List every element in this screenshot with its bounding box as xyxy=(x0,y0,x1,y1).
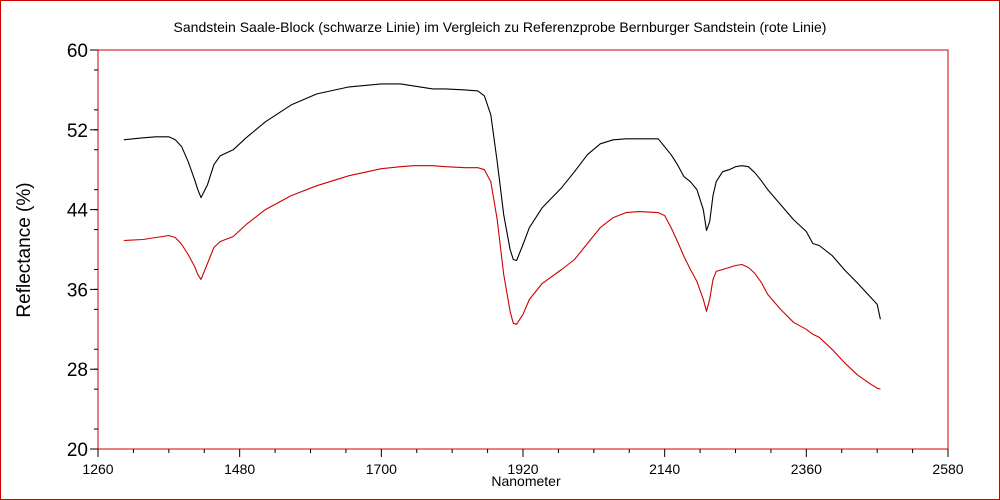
y-tick-label-28: 28 xyxy=(67,360,88,381)
y-tick-label-36: 36 xyxy=(67,280,88,301)
series-line-1 xyxy=(123,165,881,390)
x-axis-label: Nanometer xyxy=(491,473,561,489)
plot-area xyxy=(97,49,949,450)
y-tick-label-20: 20 xyxy=(67,440,88,461)
series-group xyxy=(123,83,881,390)
x-tick-label-1920: 1920 xyxy=(507,461,538,477)
x-tick-label-1700: 1700 xyxy=(366,461,397,477)
x-tick-label-2360: 2360 xyxy=(791,461,822,477)
y-axis-label: Reflectance (%) xyxy=(14,182,35,317)
x-tick-label-1260: 1260 xyxy=(82,461,113,477)
x-tick-label-2580: 2580 xyxy=(932,461,963,477)
series-line-0 xyxy=(123,83,881,320)
x-tick-label-2140: 2140 xyxy=(649,461,680,477)
y-tick-label-60: 60 xyxy=(67,41,88,62)
y-tick-label-44: 44 xyxy=(67,201,89,222)
x-tick-label-1480: 1480 xyxy=(224,461,255,477)
y-tick-label-52: 52 xyxy=(67,121,88,142)
chart-title: Sandstein Saale-Block (schwarze Linie) i… xyxy=(174,19,827,35)
